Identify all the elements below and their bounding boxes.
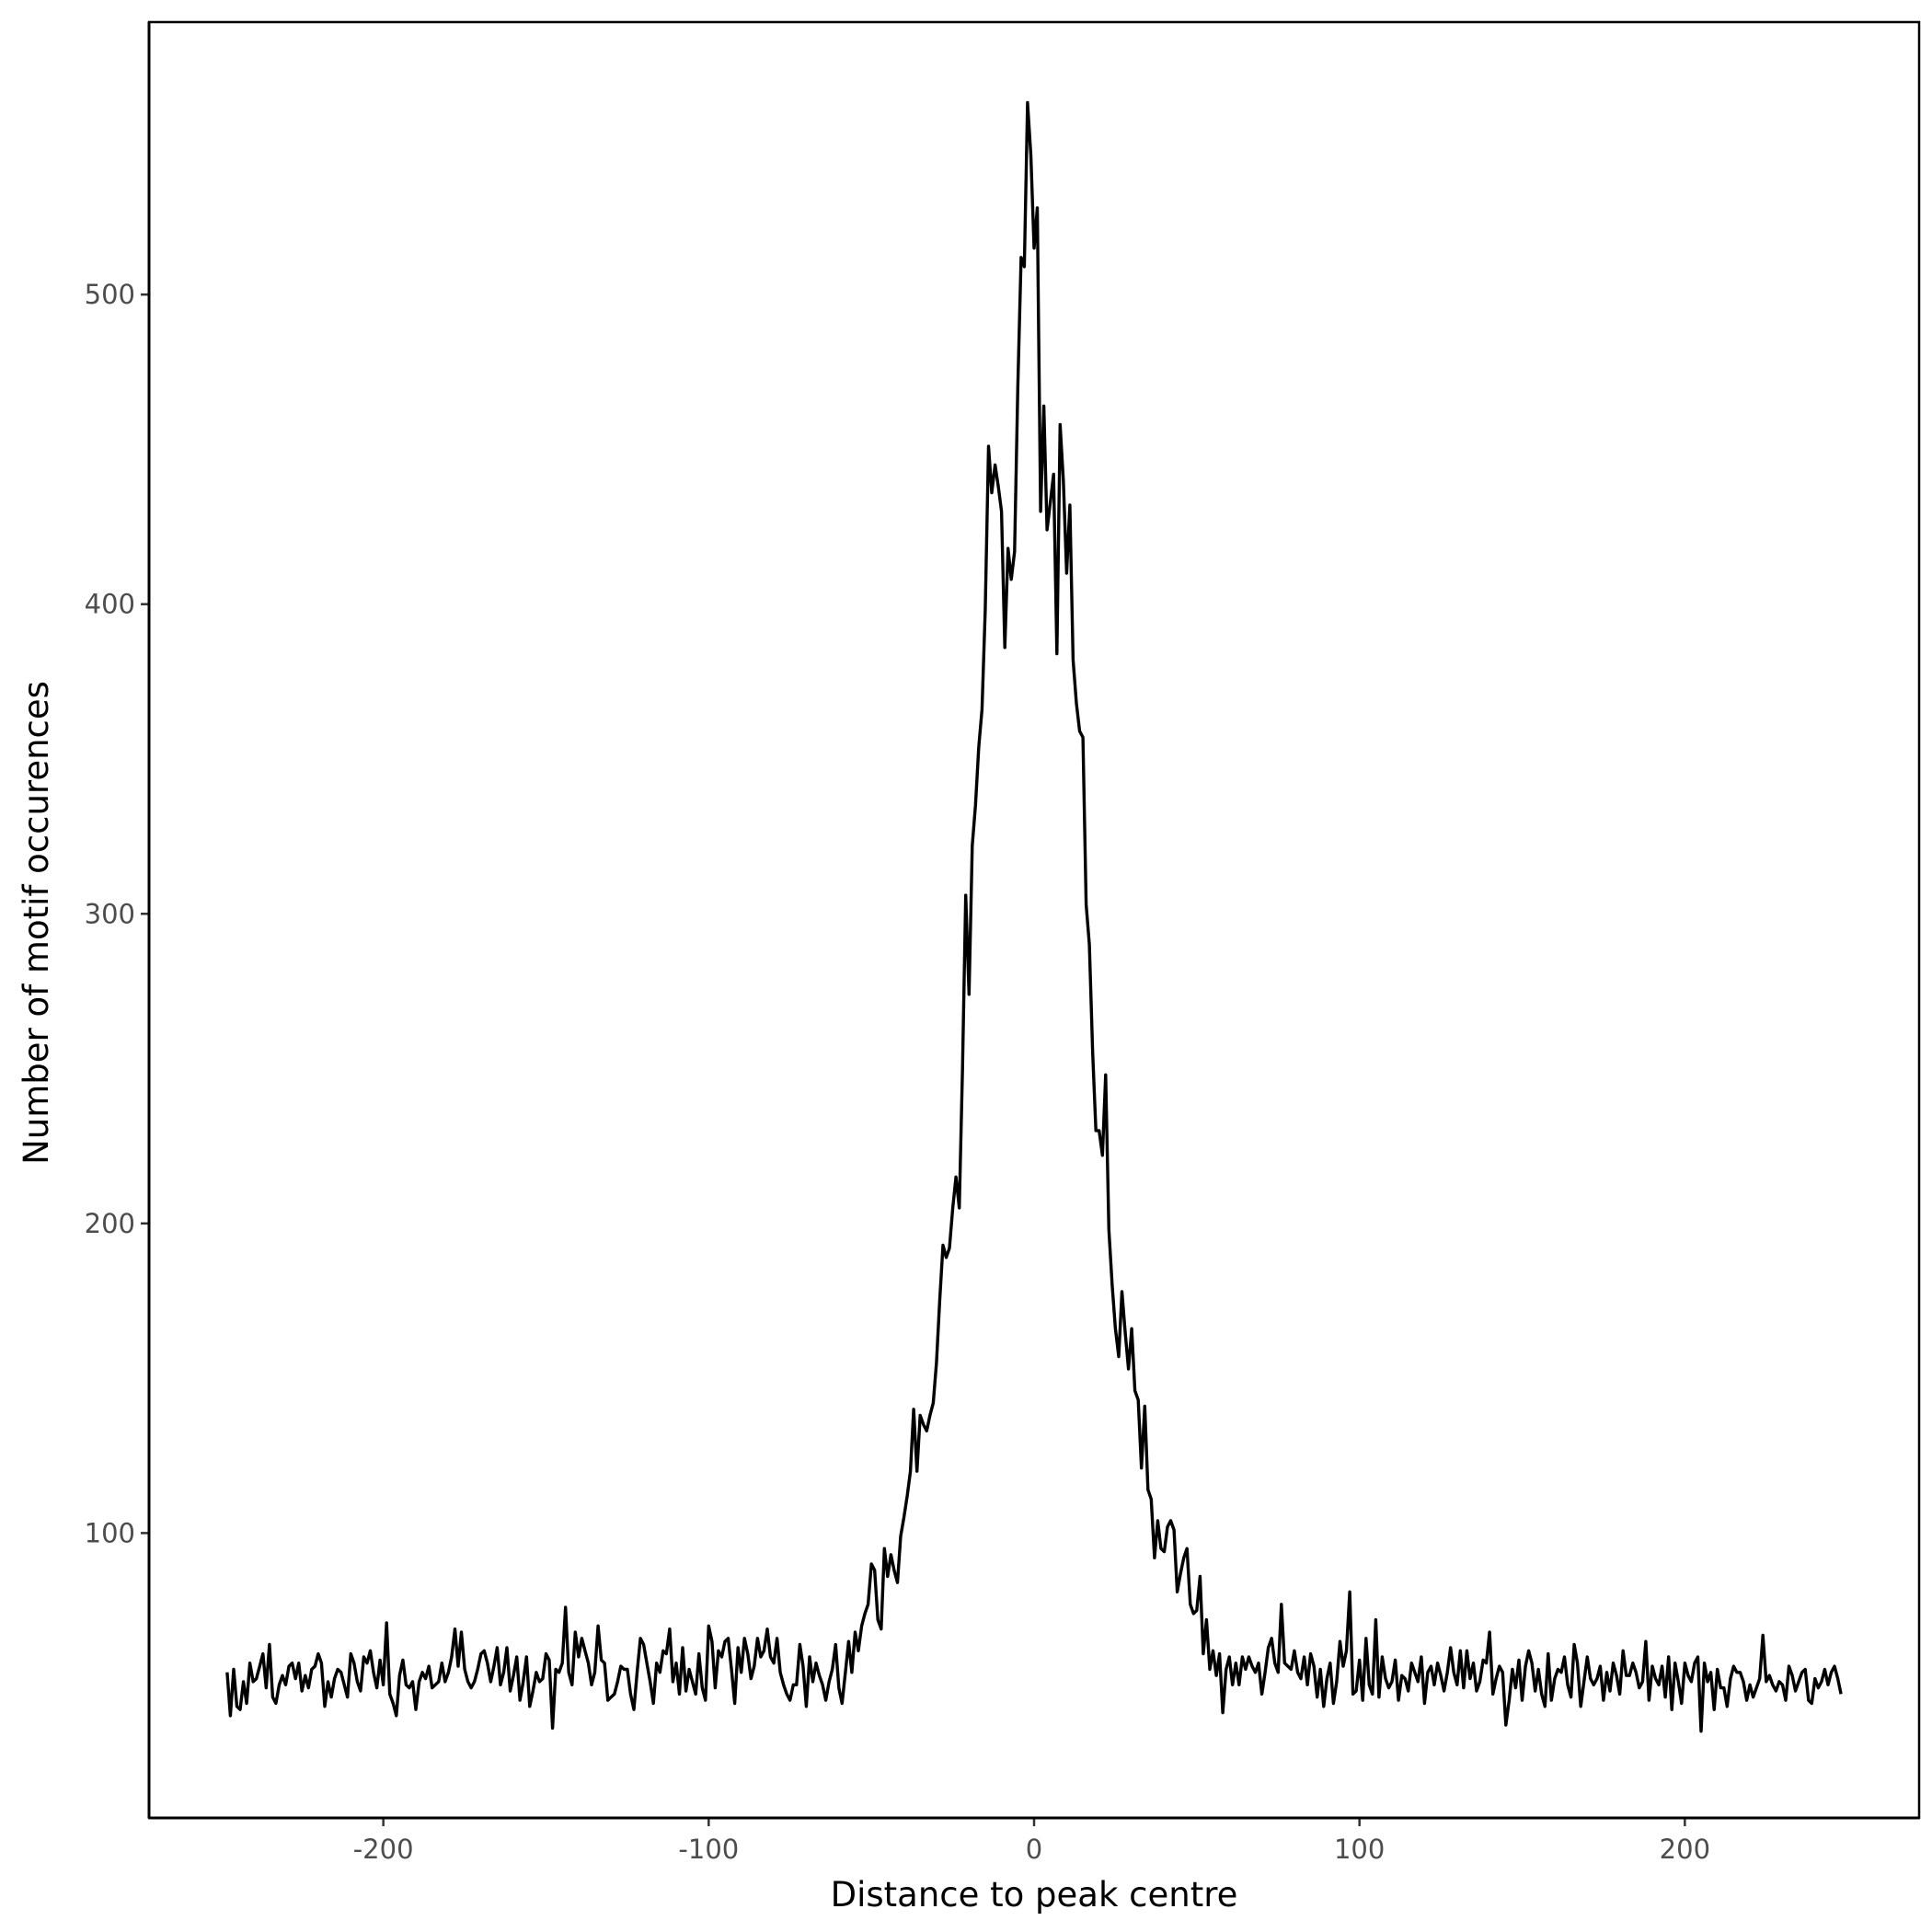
plot-panel	[147, 20, 1921, 1820]
x-tick-label: -200	[353, 1834, 414, 1865]
y-tick-label: 500	[85, 279, 135, 310]
y-tick-label: 400	[85, 589, 135, 620]
series-line	[225, 100, 1843, 1733]
y-tick-label: 200	[85, 1208, 135, 1239]
x-tick-label: 0	[1026, 1834, 1042, 1865]
y-axis: 100 200 300 400 500	[85, 279, 149, 1548]
x-tick-label: -100	[678, 1834, 739, 1865]
x-axis: -200 -100 0 100 200	[353, 1818, 1710, 1865]
y-tick-label: 100	[85, 1517, 135, 1548]
x-tick-label: 200	[1660, 1834, 1710, 1865]
y-axis-title: Number of motif occurences	[17, 681, 56, 1165]
x-axis-title: Distance to peak centre	[831, 1875, 1238, 1915]
x-tick-label: 100	[1334, 1834, 1385, 1865]
y-tick-label: 300	[85, 898, 135, 929]
